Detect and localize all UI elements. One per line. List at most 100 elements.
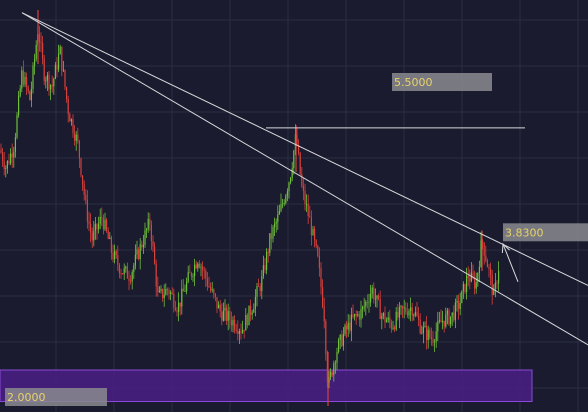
candle-body [309,216,311,218]
candlestick [494,272,496,298]
candlestick [54,61,56,80]
candlestick [243,329,245,339]
candle-body [450,316,452,325]
candlestick [157,276,159,297]
candlestick [432,331,434,347]
candle-body [133,265,135,273]
candle-body [262,265,264,277]
candle-body [315,240,317,247]
candle-body [211,289,213,291]
candle-body [325,321,327,354]
candlestick [334,360,336,374]
candle-body [437,321,439,332]
price-label-box [503,223,588,242]
candlestick [408,308,410,320]
candle-body [171,292,173,294]
candle-body [341,334,343,346]
price-label: 2.0000 [5,388,107,406]
candlestick [168,287,170,300]
candlestick [194,258,196,287]
candle-body [424,326,426,327]
candlesticks [0,10,500,406]
candle-body [202,266,204,271]
candle-body [459,303,461,309]
candlestick [149,212,151,231]
candlestick [162,288,164,302]
candlestick [382,312,384,320]
candle-body [443,320,445,327]
candlestick [83,180,85,201]
candle-body [58,54,60,70]
candlestick [11,143,13,168]
candle-body [50,85,52,90]
candle-body [29,91,31,101]
candle-body [88,221,90,224]
candlestick [147,212,149,233]
candlestick [426,316,428,350]
candlestick [93,220,95,247]
candlestick [237,320,239,341]
candlestick [389,309,391,329]
candle-body [2,152,4,162]
candlestick [69,112,71,122]
candle-body [358,314,360,320]
candlestick [430,327,432,346]
candlestick [187,265,189,284]
candle-body [22,70,24,85]
candlestick [178,292,180,322]
price-label-text: 5.5000 [394,76,433,89]
candle-body [299,152,301,175]
candle-body [235,329,237,331]
candlestick [21,66,23,93]
candle-body [438,320,440,322]
candlestick [141,240,143,251]
candle-body [442,320,444,323]
candlestick [42,35,44,65]
candlestick [403,299,405,319]
candle-body [85,194,87,200]
candle-body [123,268,125,275]
candle-body [213,289,215,294]
candle-body [30,88,32,101]
candlestick [50,84,52,101]
candlestick [344,323,346,337]
candle-body [42,42,44,59]
candlestick [146,227,148,238]
candlestick [306,194,308,212]
candle-body [6,161,8,169]
candle-body [368,302,370,304]
candlestick [277,205,279,230]
candlestick [293,149,295,175]
candlestick [458,294,460,320]
candlestick [392,320,394,331]
candlestick [477,272,479,287]
candlestick [158,286,160,293]
candle-body [491,275,493,295]
candlestick [248,305,250,326]
candlestick [64,69,66,91]
candle-body [434,341,436,343]
candlestick [416,301,418,317]
candlestick [78,139,80,168]
candle-body [350,314,352,331]
candlestick [72,114,74,138]
candle-body [259,286,261,291]
candlestick [22,60,24,88]
candle-body [310,217,312,236]
candle-body [282,203,284,205]
candle-body [38,34,40,43]
candlestick [325,319,327,361]
candlestick [75,131,77,151]
candlestick [16,112,18,140]
candlestick [134,244,136,270]
candlestick [171,287,173,295]
candle-body [426,326,428,341]
candle-body [146,229,148,231]
candle-body [64,70,66,88]
candlestick [256,282,258,307]
candlestick [333,360,335,382]
candlestick [138,247,140,261]
candlestick [56,57,58,78]
candle-body [229,311,231,321]
candle-body [90,223,92,233]
